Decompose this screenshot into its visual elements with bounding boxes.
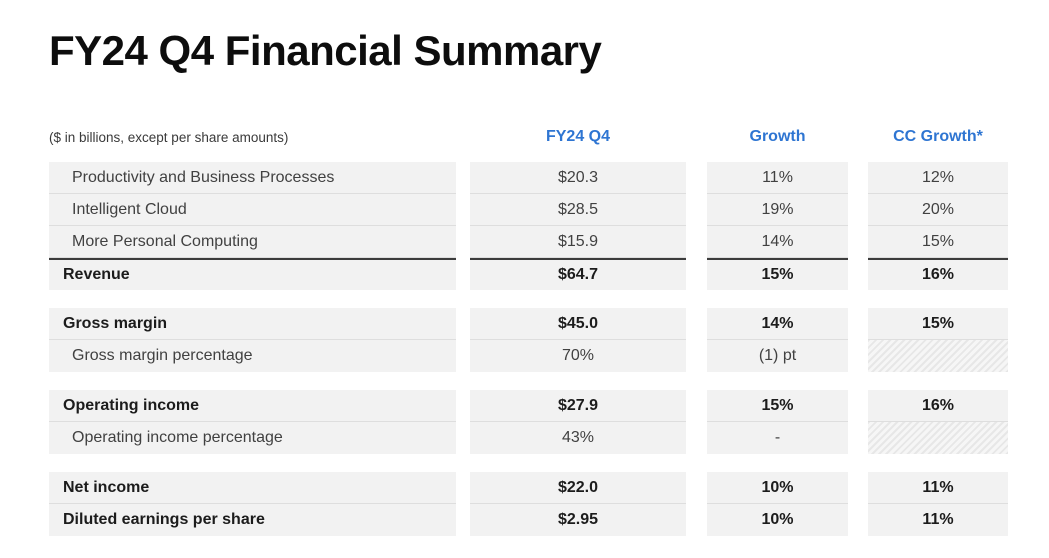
value-cell: 10% <box>707 472 848 504</box>
table-header-row: ($ in billions, except per share amounts… <box>49 126 1008 148</box>
value-cell: 10% <box>707 504 848 536</box>
column-header-cc-growth: CC Growth* <box>893 128 983 145</box>
table-row: Net income $22.0 10% 11% <box>49 472 1008 504</box>
row-label: Intelligent Cloud <box>49 194 456 226</box>
row-label: Revenue <box>49 258 456 290</box>
slide-title: FY24 Q4 Financial Summary <box>49 27 602 74</box>
value-cell: $2.95 <box>470 504 686 536</box>
row-label: Gross margin <box>49 308 456 340</box>
value-cell: (1) pt <box>707 340 848 372</box>
row-label: Productivity and Business Processes <box>49 162 456 194</box>
hatched-cell <box>868 340 1008 372</box>
column-header-growth: Growth <box>749 128 806 145</box>
value-cell: 15% <box>868 226 1008 258</box>
table-row: More Personal Computing $15.9 14% 15% <box>49 226 1008 258</box>
value-cell: $27.9 <box>470 390 686 422</box>
value-cell: $45.0 <box>470 308 686 340</box>
value-cell: 11% <box>868 504 1008 536</box>
value-cell: 15% <box>707 390 848 422</box>
table-row: Gross margin $45.0 14% 15% <box>49 308 1008 340</box>
operating-income-group: Operating income $27.9 15% 16% Operating… <box>49 390 1008 454</box>
value-cell: 16% <box>868 258 1008 290</box>
value-cell: 11% <box>707 162 848 194</box>
net-income-group: Net income $22.0 10% 11% Diluted earning… <box>49 472 1008 536</box>
row-label: Operating income <box>49 390 456 422</box>
row-label: Diluted earnings per share <box>49 504 456 536</box>
row-label: Gross margin percentage <box>49 340 456 372</box>
table-row: Operating income percentage 43% - <box>49 422 1008 454</box>
row-label: Operating income percentage <box>49 422 456 454</box>
value-cell: $20.3 <box>470 162 686 194</box>
value-cell: 15% <box>707 258 848 290</box>
value-cell: 20% <box>868 194 1008 226</box>
table-row: Gross margin percentage 70% (1) pt <box>49 340 1008 372</box>
row-label: Net income <box>49 472 456 504</box>
hatched-cell <box>868 422 1008 454</box>
table-row: Operating income $27.9 15% 16% <box>49 390 1008 422</box>
value-cell: 19% <box>707 194 848 226</box>
table-row: Revenue $64.7 15% 16% <box>49 258 1008 290</box>
row-label: More Personal Computing <box>49 226 456 258</box>
financial-table: Productivity and Business Processes $20.… <box>49 162 1008 536</box>
value-cell: 70% <box>470 340 686 372</box>
revenue-segment-group: Productivity and Business Processes $20.… <box>49 162 1008 290</box>
value-cell: $22.0 <box>470 472 686 504</box>
table-row: Diluted earnings per share $2.95 10% 11% <box>49 504 1008 536</box>
value-cell: 12% <box>868 162 1008 194</box>
value-cell: 14% <box>707 226 848 258</box>
value-cell: 11% <box>868 472 1008 504</box>
units-note: ($ in billions, except per share amounts… <box>49 129 289 145</box>
value-cell: $28.5 <box>470 194 686 226</box>
value-cell: - <box>707 422 848 454</box>
table-row: Intelligent Cloud $28.5 19% 20% <box>49 194 1008 226</box>
value-cell: $15.9 <box>470 226 686 258</box>
gross-margin-group: Gross margin $45.0 14% 15% Gross margin … <box>49 308 1008 372</box>
value-cell: 16% <box>868 390 1008 422</box>
value-cell: 14% <box>707 308 848 340</box>
slide-content: FY24 Q4 Financial Summary ($ in billions… <box>49 0 1008 536</box>
table-row: Productivity and Business Processes $20.… <box>49 162 1008 194</box>
column-header-fy24-q4: FY24 Q4 <box>545 128 611 145</box>
value-cell: 43% <box>470 422 686 454</box>
value-cell: 15% <box>868 308 1008 340</box>
value-cell: $64.7 <box>470 258 686 290</box>
